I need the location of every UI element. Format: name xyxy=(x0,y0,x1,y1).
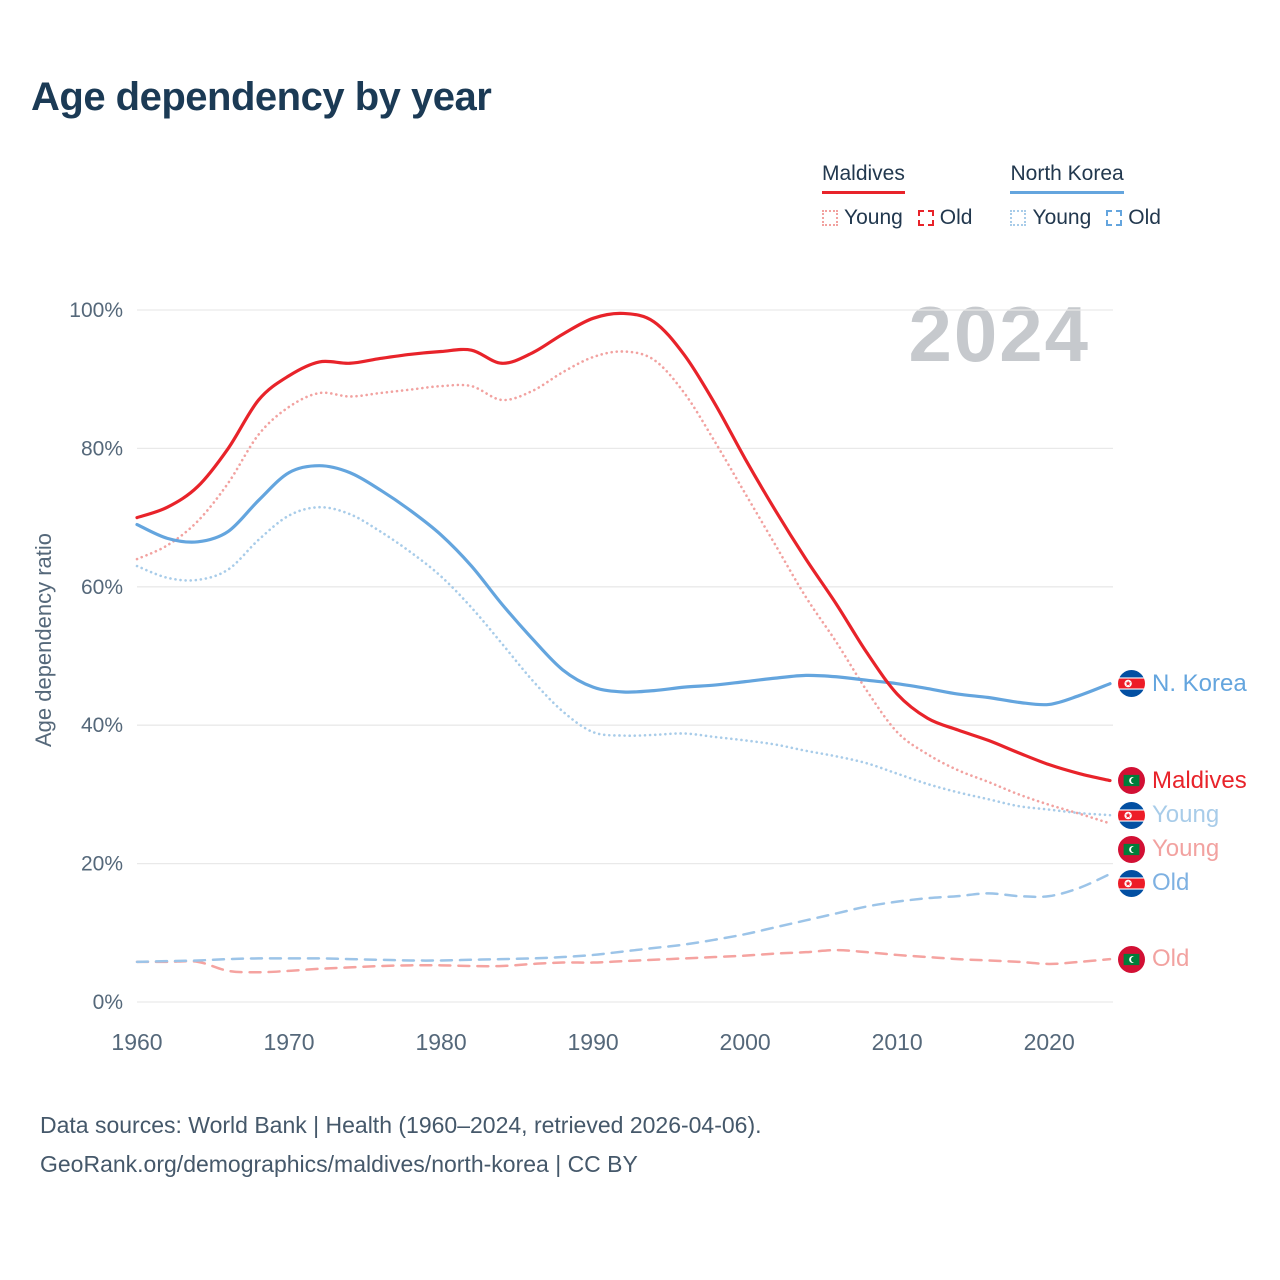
x-tick-label: 1980 xyxy=(415,1029,466,1055)
footer: Data sources: World Bank | Health (1960–… xyxy=(40,1106,762,1184)
north-korea-flag-icon xyxy=(1118,801,1145,829)
dashed-line-swatch-icon xyxy=(1106,210,1123,226)
line-chart: 0% 20% 40% 60% 80% 100% 1960 1970 1980 1990 2000 20… xyxy=(69,299,1113,1055)
legend-item-north-korea-old[interactable]: Old xyxy=(1106,206,1161,230)
legend-item-maldives-old[interactable]: Old xyxy=(917,206,973,230)
series-end-label-text: N. Korea xyxy=(1152,669,1247,697)
y-tick-label: 80% xyxy=(81,437,123,460)
watermark-year: 2024 xyxy=(908,290,1090,378)
legend-country-north-korea[interactable]: North Korea xyxy=(1010,162,1124,194)
legend-item-maldives-young[interactable]: Young xyxy=(822,206,903,230)
series-line-maldives-old[interactable] xyxy=(135,948,1112,974)
series-line-north-korea-old[interactable] xyxy=(135,872,1112,964)
series-line-north-korea[interactable] xyxy=(135,464,1112,707)
maldives-flag-icon xyxy=(1118,767,1145,795)
north-korea-flag-icon xyxy=(1118,869,1145,897)
north-korea-flag-icon xyxy=(1118,670,1145,698)
legend-item-label: Young xyxy=(1032,206,1092,229)
x-tick-label: 2020 xyxy=(1024,1029,1075,1055)
legend-group-north-korea: North Korea Young Old xyxy=(1010,162,1161,230)
x-tick-label: 1970 xyxy=(263,1029,314,1055)
footer-attribution: GeoRank.org/demographics/maldives/north-… xyxy=(40,1151,638,1177)
dotted-line-swatch-icon xyxy=(1010,210,1027,226)
series-end-label-text: Maldives xyxy=(1152,766,1247,794)
legend-items-north-korea: Young Old xyxy=(1010,206,1161,230)
legend-item-north-korea-young[interactable]: Young xyxy=(1010,206,1091,230)
y-tick-label: 20% xyxy=(81,853,123,876)
maldives-flag-icon xyxy=(1118,835,1145,863)
series-line-maldives-young[interactable] xyxy=(135,350,1112,825)
x-tick-label: 2010 xyxy=(872,1029,923,1055)
series-line-north-korea-young[interactable] xyxy=(135,505,1112,817)
y-tick-label: 0% xyxy=(93,991,123,1014)
legend-items-maldives: Young Old xyxy=(822,206,972,230)
dotted-line-swatch-icon xyxy=(822,210,838,226)
x-tick-label: 1960 xyxy=(111,1029,162,1055)
x-tick-label: 1990 xyxy=(568,1029,619,1055)
series-end-label-old-maldives: Old xyxy=(1118,943,1189,975)
dashed-line-swatch-icon xyxy=(917,210,934,226)
series-end-label-maldives-maldives: Maldives xyxy=(1118,765,1247,797)
legend-item-label: Old xyxy=(1128,206,1161,229)
series-end-label-text: Young xyxy=(1152,835,1220,863)
series-end-label-old-north-korea: Old xyxy=(1118,867,1189,899)
page-title: Age dependency by year xyxy=(31,75,492,119)
maldives-flag-icon xyxy=(1118,945,1145,973)
legend-item-label: Young xyxy=(844,206,903,229)
legend-item-label: Old xyxy=(939,206,973,229)
legend-group-maldives: Maldives Young Old xyxy=(822,162,972,230)
y-tick-label: 60% xyxy=(81,576,123,599)
x-tick-label: 2000 xyxy=(720,1029,771,1055)
footer-sources: Data sources: World Bank | Health (1960–… xyxy=(40,1112,762,1138)
chart-legend: Maldives Young Old North Korea Young xyxy=(822,162,1161,230)
series-end-label-text: Old xyxy=(1152,945,1190,973)
series-end-label-young-north-korea: Young xyxy=(1118,799,1219,831)
series-end-label-text: Old xyxy=(1152,869,1190,897)
series-end-label-n-korea-north-korea: N. Korea xyxy=(1118,668,1247,700)
legend-country-maldives[interactable]: Maldives xyxy=(822,162,905,194)
y-tick-label: 40% xyxy=(81,714,123,737)
y-tick-label: 100% xyxy=(69,299,123,322)
series-end-label-text: Young xyxy=(1152,801,1220,829)
series-end-label-young-maldives: Young xyxy=(1118,833,1219,865)
series-line-maldives[interactable] xyxy=(135,311,1112,783)
